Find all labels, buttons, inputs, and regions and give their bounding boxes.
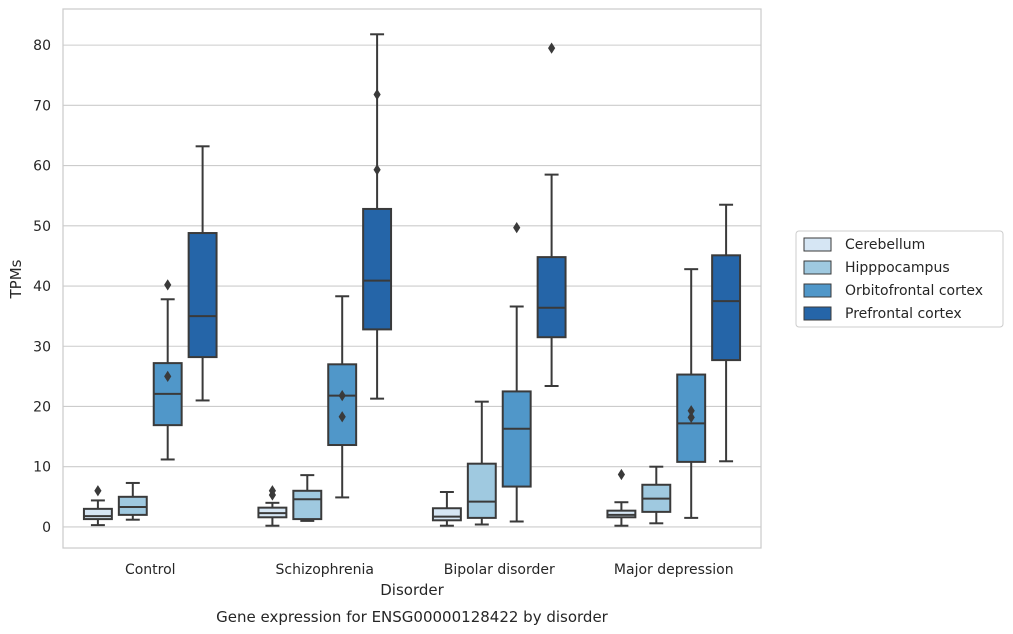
legend-label: Prefrontal cortex bbox=[845, 306, 962, 322]
x-tick-label: Schizophrenia bbox=[276, 562, 374, 578]
outlier-point bbox=[94, 485, 102, 497]
x-tick-label: Control bbox=[125, 562, 176, 578]
box-orbitofrontal-cortex bbox=[676, 268, 707, 519]
box-iqr bbox=[466, 462, 497, 519]
box-cerebellum bbox=[82, 485, 113, 527]
legend-swatch bbox=[803, 306, 832, 321]
box-hipppocampus bbox=[292, 474, 323, 522]
box-iqr bbox=[362, 207, 393, 331]
box-iqr bbox=[117, 495, 148, 516]
box-iqr bbox=[292, 489, 323, 521]
outlier-point bbox=[373, 164, 381, 176]
x-tick-label: Major depression bbox=[614, 562, 734, 578]
box-iqr bbox=[676, 373, 707, 463]
legend-label: Orbitofrontal cortex bbox=[845, 283, 983, 299]
outlier-point bbox=[687, 405, 695, 417]
box-iqr bbox=[187, 232, 218, 359]
outlier-point bbox=[687, 411, 695, 423]
box-prefrontal-cortex bbox=[187, 145, 218, 402]
box-hipppocampus bbox=[641, 465, 672, 525]
box-prefrontal-cortex bbox=[711, 203, 742, 463]
y-tick-label: 40 bbox=[33, 279, 51, 295]
outlier-point bbox=[373, 88, 381, 101]
box-orbitofrontal-cortex bbox=[501, 221, 532, 523]
y-tick-label: 30 bbox=[33, 339, 51, 355]
x-axis-label: Disorder bbox=[380, 581, 444, 599]
outlier-point bbox=[548, 42, 556, 54]
box-hipppocampus bbox=[466, 400, 497, 526]
outlier-point bbox=[164, 370, 172, 382]
y-axis-label: TPMs bbox=[7, 259, 25, 299]
y-tick-label: 80 bbox=[33, 38, 51, 54]
box-orbitofrontal-cortex bbox=[152, 279, 183, 461]
legend-item: Cerebellum bbox=[803, 237, 925, 253]
legend-swatch bbox=[803, 237, 832, 252]
box-iqr bbox=[711, 254, 742, 362]
y-tick-label: 10 bbox=[33, 460, 51, 476]
box-orbitofrontal-cortex bbox=[327, 295, 358, 499]
outlier-point bbox=[268, 485, 276, 497]
box-iqr bbox=[82, 507, 113, 521]
outlier-point bbox=[617, 468, 625, 481]
box-prefrontal-cortex bbox=[536, 42, 567, 387]
legend: Cerebellum Hipppocampus Orbitofrontal cort… bbox=[795, 230, 1004, 328]
y-axis-ticks: 0 10 20 30 40 50 60 70 80 bbox=[33, 38, 51, 536]
box-cerebellum bbox=[431, 490, 462, 527]
legend-item: Hipppocampus bbox=[803, 260, 950, 276]
y-tick-label: 0 bbox=[42, 520, 51, 536]
legend-label: Hipppocampus bbox=[845, 260, 950, 276]
x-tick-label: Bipolar disorder bbox=[444, 562, 555, 578]
box-iqr bbox=[536, 256, 567, 339]
box-prefrontal-cortex bbox=[362, 33, 393, 400]
box-iqr bbox=[501, 390, 532, 488]
plot-boxes bbox=[82, 33, 742, 527]
outlier-point bbox=[513, 221, 521, 234]
box-cerebellum bbox=[606, 468, 637, 527]
legend-item: Orbitofrontal cortex bbox=[803, 283, 983, 299]
plot-frame bbox=[62, 8, 762, 549]
outlier-point bbox=[164, 279, 172, 291]
x-axis-ticks: Control Schizophrenia Bipolar disorder Majo… bbox=[125, 562, 734, 578]
legend-label: Cerebellum bbox=[845, 237, 925, 253]
legend-frame bbox=[795, 230, 1004, 328]
outlier-point bbox=[338, 411, 346, 423]
y-tick-label: 20 bbox=[33, 399, 51, 415]
y-tick-label: 70 bbox=[33, 98, 51, 114]
legend-item: Prefrontal cortex bbox=[803, 306, 962, 322]
y-tick-label: 60 bbox=[33, 159, 51, 175]
box-iqr bbox=[431, 507, 462, 522]
chart-caption: Gene expression for ENSG00000128422 by d… bbox=[216, 608, 609, 626]
legend-swatch bbox=[803, 260, 832, 275]
box-hipppocampus bbox=[117, 481, 148, 521]
box-iqr bbox=[327, 363, 358, 447]
y-tick-label: 50 bbox=[33, 219, 51, 235]
outlier-point bbox=[338, 390, 346, 402]
box-cerebellum bbox=[257, 485, 288, 527]
legend-swatch bbox=[803, 283, 832, 298]
